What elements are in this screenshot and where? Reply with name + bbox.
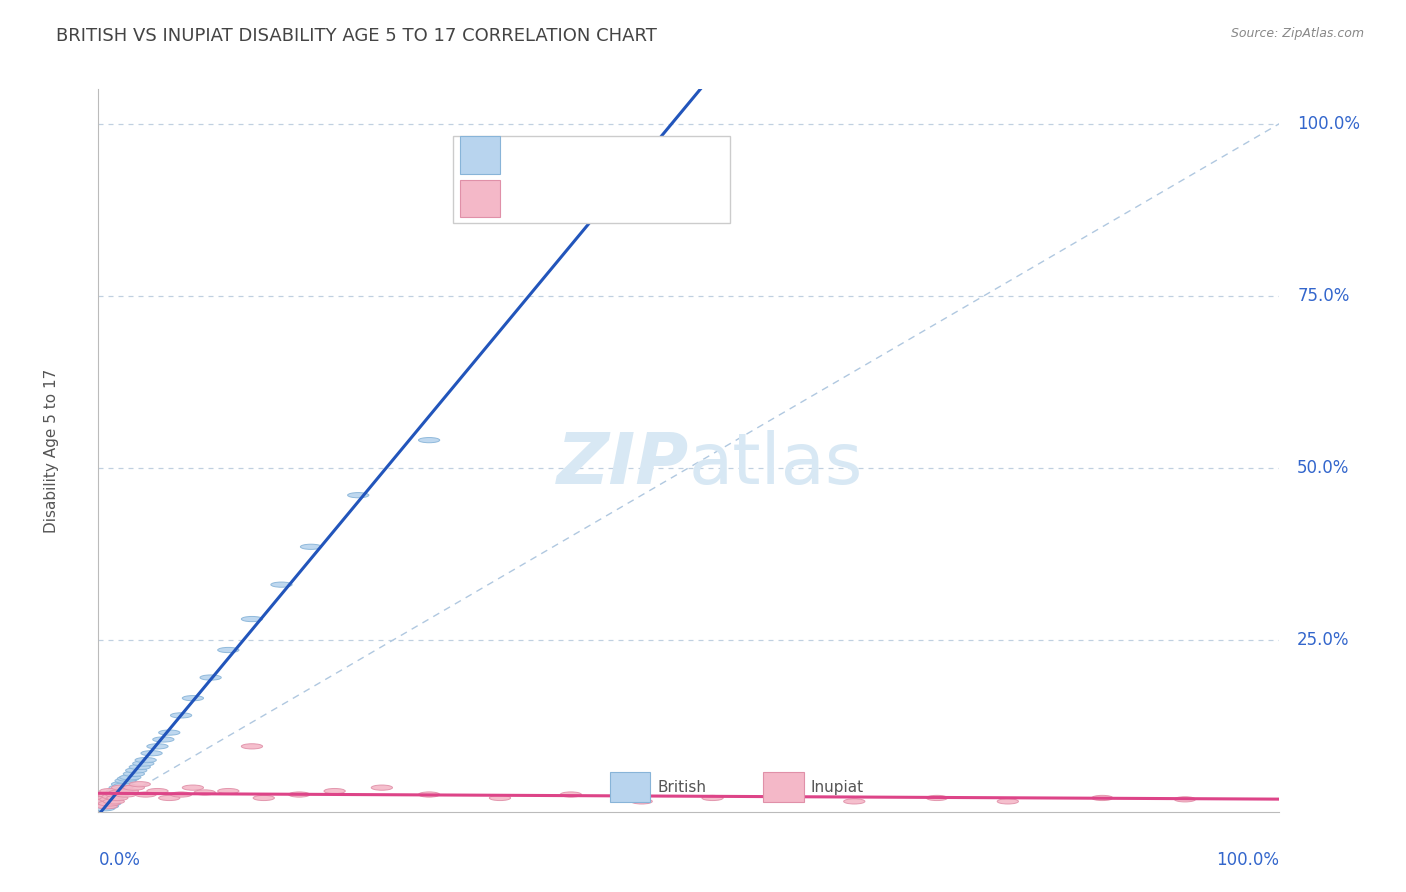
Ellipse shape [108,792,129,797]
Ellipse shape [124,772,145,776]
Ellipse shape [97,796,118,800]
Ellipse shape [103,799,124,804]
Ellipse shape [927,796,948,800]
Text: 50.0%: 50.0% [1298,458,1350,476]
Ellipse shape [146,744,169,749]
Ellipse shape [170,792,191,797]
Ellipse shape [183,696,204,701]
Ellipse shape [135,757,156,763]
Ellipse shape [100,797,121,802]
Text: 100.0%: 100.0% [1216,852,1279,870]
Ellipse shape [117,789,139,794]
Ellipse shape [631,799,652,804]
Ellipse shape [132,761,153,766]
Ellipse shape [100,801,121,806]
Ellipse shape [100,796,121,800]
Ellipse shape [1174,797,1195,802]
Ellipse shape [218,648,239,653]
Ellipse shape [94,802,115,807]
Ellipse shape [105,789,127,795]
Ellipse shape [97,792,118,797]
Text: R = -0.319   N = 40: R = -0.319 N = 40 [509,188,686,207]
Ellipse shape [98,801,120,806]
Ellipse shape [218,789,239,794]
Ellipse shape [124,785,145,790]
Ellipse shape [97,804,118,809]
Ellipse shape [844,799,865,804]
Ellipse shape [110,789,131,795]
Ellipse shape [94,799,117,804]
Ellipse shape [159,730,180,735]
Ellipse shape [120,775,141,780]
Ellipse shape [94,805,115,811]
Ellipse shape [1091,796,1114,800]
Ellipse shape [103,797,124,802]
Ellipse shape [371,785,392,790]
Ellipse shape [129,781,150,787]
Ellipse shape [117,776,139,781]
Ellipse shape [96,802,117,807]
FancyBboxPatch shape [460,136,501,174]
Ellipse shape [107,789,128,794]
Ellipse shape [997,799,1018,804]
Ellipse shape [560,792,582,797]
Ellipse shape [194,789,215,795]
Ellipse shape [153,737,174,742]
Ellipse shape [301,544,322,549]
Ellipse shape [159,796,180,800]
Text: BRITISH VS INUPIAT DISABILITY AGE 5 TO 17 CORRELATION CHART: BRITISH VS INUPIAT DISABILITY AGE 5 TO 1… [56,27,657,45]
Ellipse shape [200,675,221,680]
Ellipse shape [183,785,204,790]
Text: atlas: atlas [689,431,863,500]
Ellipse shape [146,789,169,794]
Ellipse shape [242,616,263,622]
Ellipse shape [135,792,156,797]
Text: Source: ZipAtlas.com: Source: ZipAtlas.com [1230,27,1364,40]
Ellipse shape [489,796,510,800]
Ellipse shape [104,794,125,799]
FancyBboxPatch shape [453,136,730,223]
Ellipse shape [111,785,132,790]
Ellipse shape [110,785,131,790]
Ellipse shape [111,781,132,787]
Ellipse shape [115,778,136,783]
Text: Inupiat: Inupiat [811,780,863,795]
Ellipse shape [103,792,124,797]
Ellipse shape [105,792,127,797]
Text: 0.0%: 0.0% [98,852,141,870]
FancyBboxPatch shape [763,772,803,802]
FancyBboxPatch shape [610,772,650,802]
Ellipse shape [773,792,794,797]
Ellipse shape [114,783,135,789]
Ellipse shape [242,744,263,749]
Ellipse shape [253,796,274,800]
Ellipse shape [419,438,440,442]
Text: ZIP: ZIP [557,431,689,500]
Text: 100.0%: 100.0% [1298,114,1360,133]
Ellipse shape [98,799,120,804]
Ellipse shape [288,792,309,797]
Ellipse shape [107,796,128,800]
Ellipse shape [170,713,191,718]
Text: 75.0%: 75.0% [1298,286,1350,305]
Ellipse shape [271,582,292,587]
Text: Disability Age 5 to 17: Disability Age 5 to 17 [44,368,59,533]
FancyBboxPatch shape [460,179,501,217]
Ellipse shape [100,789,121,794]
Ellipse shape [129,764,150,770]
Ellipse shape [115,792,136,797]
Text: R =  0.582   N = 37: R = 0.582 N = 37 [509,144,686,161]
Ellipse shape [103,794,124,799]
Ellipse shape [141,751,162,756]
Ellipse shape [347,492,368,498]
Ellipse shape [125,768,146,773]
Ellipse shape [111,789,132,794]
Ellipse shape [323,789,346,794]
Ellipse shape [96,804,117,809]
Text: British: British [657,780,706,795]
Text: 25.0%: 25.0% [1298,631,1350,648]
Ellipse shape [419,792,440,797]
Ellipse shape [702,796,723,800]
